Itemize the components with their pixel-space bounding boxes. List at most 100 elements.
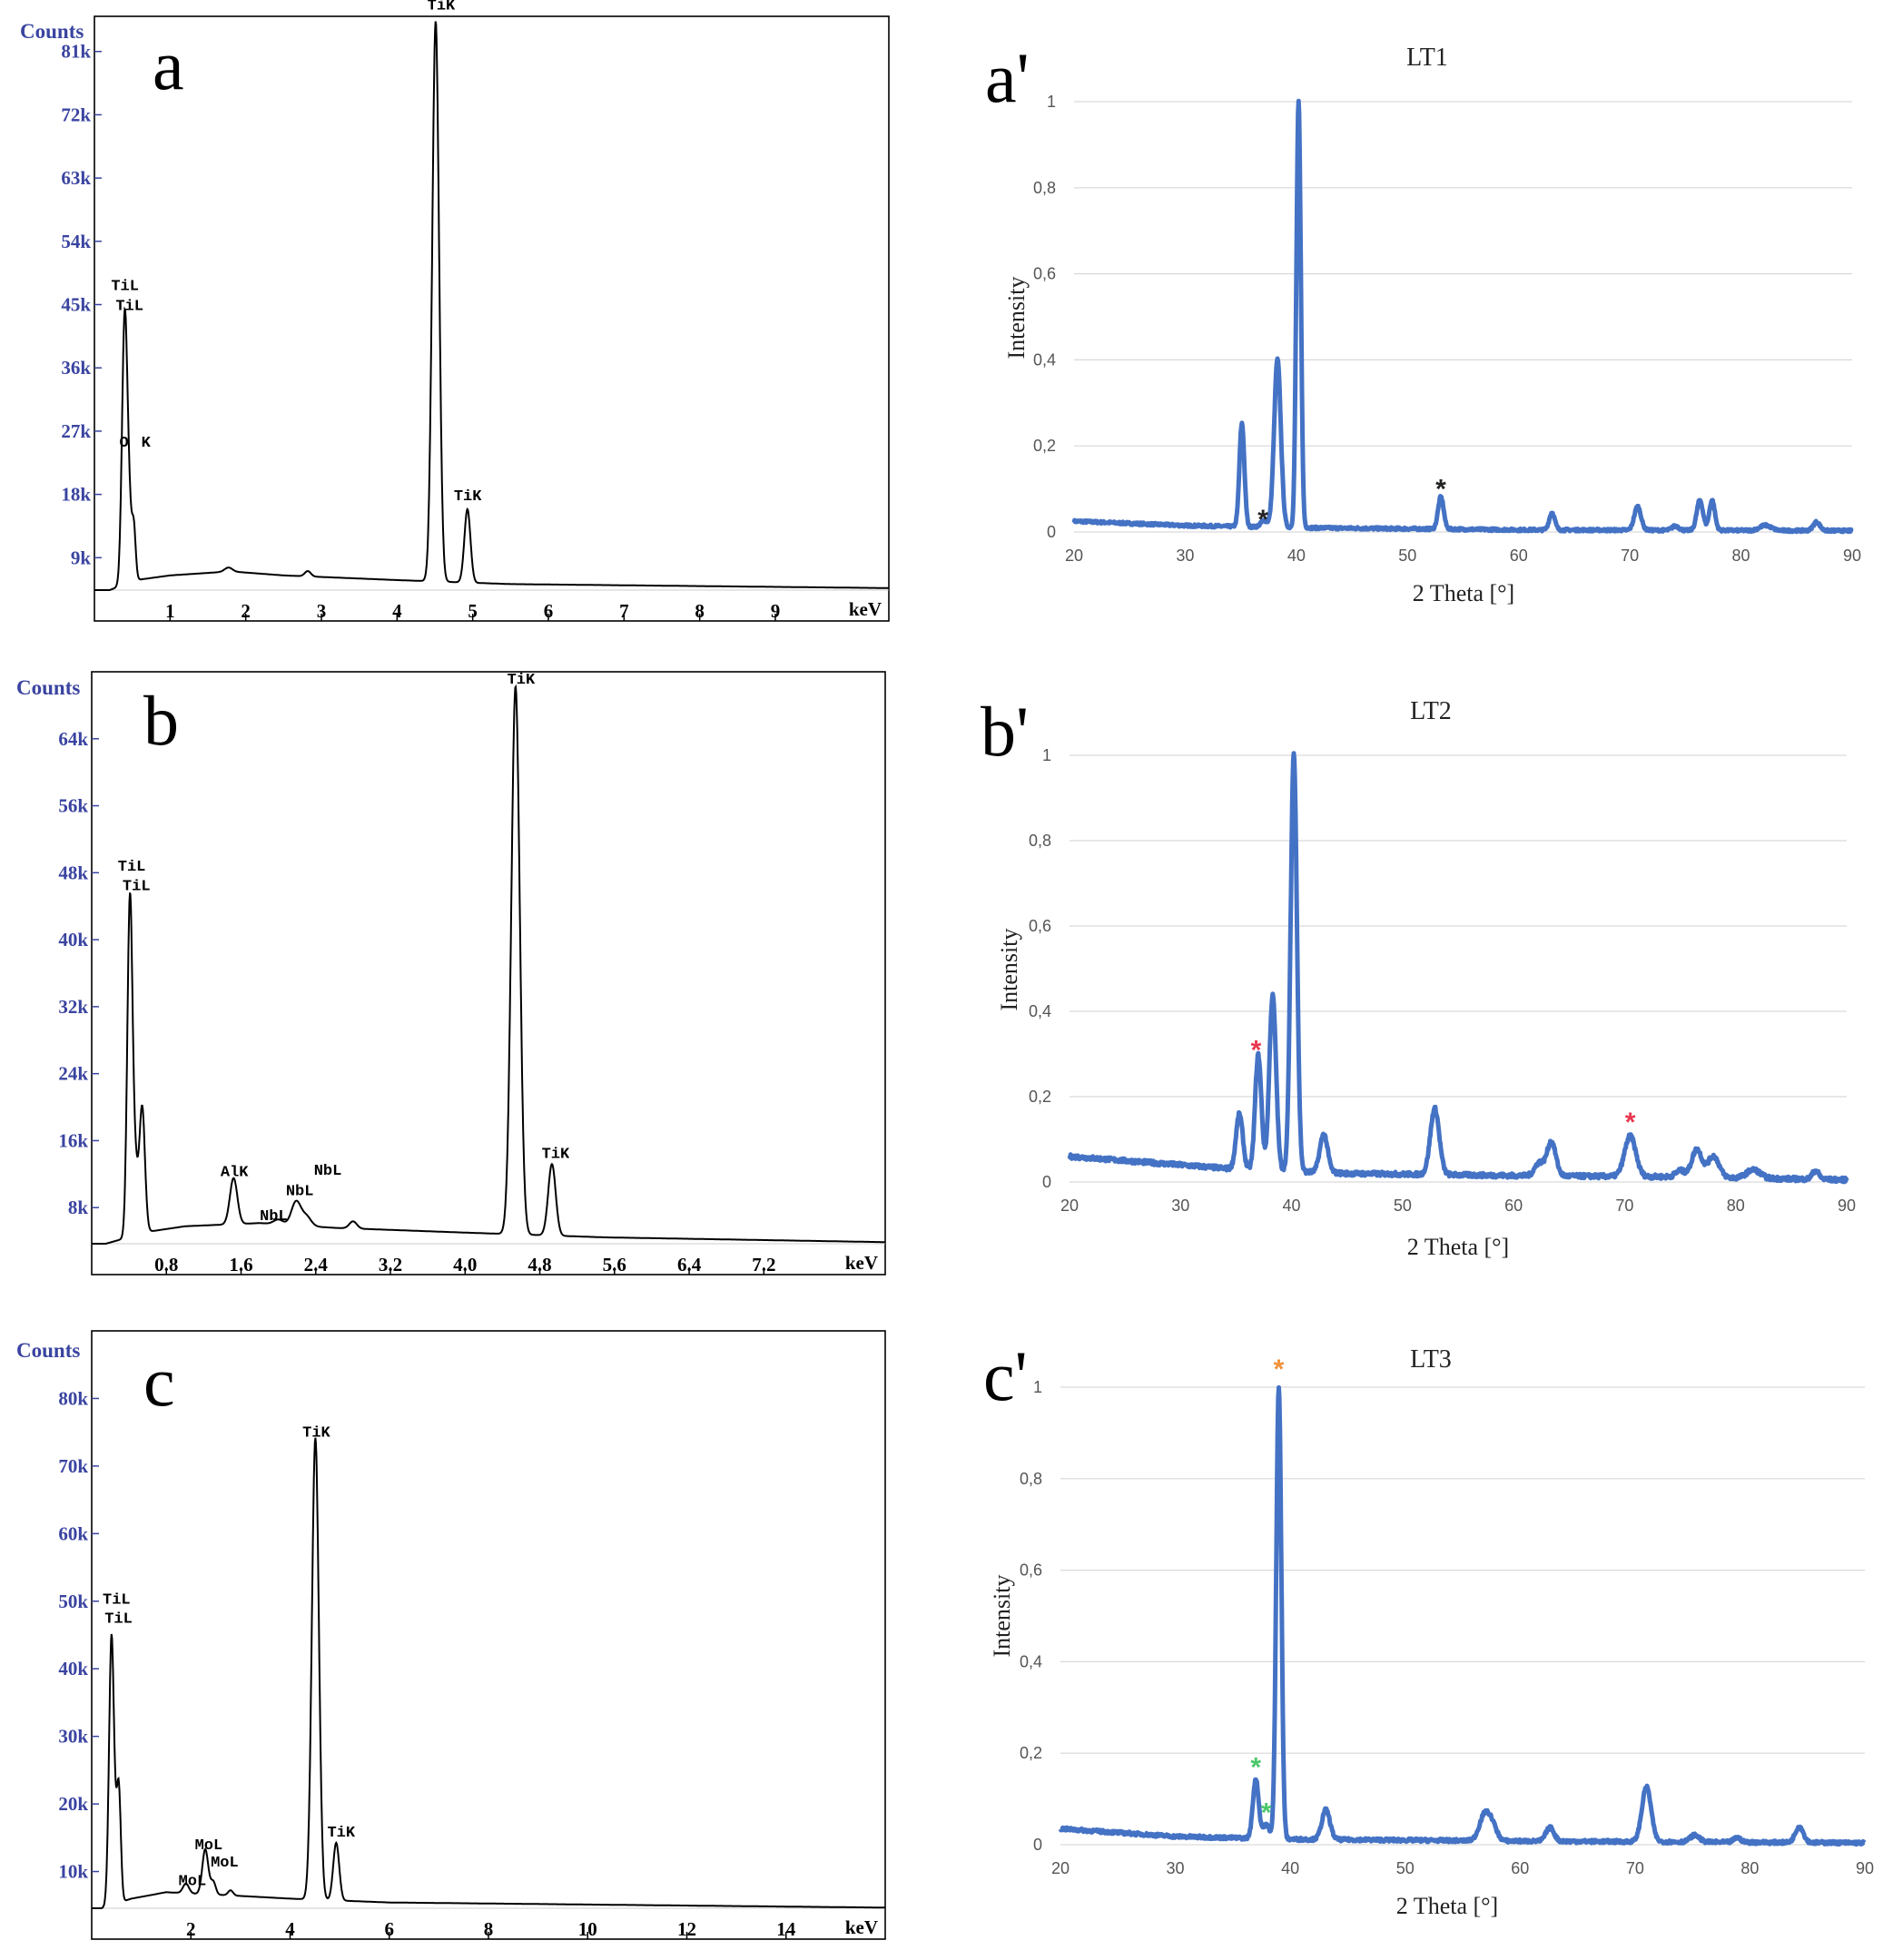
x-tick-label: 0.8 (154, 1254, 178, 1275)
spectrum-line (92, 1437, 885, 1909)
x-tick-label: 70 (1626, 1859, 1644, 1877)
xrd-pattern-line (1067, 751, 1849, 1185)
x-tick-label: 4 (392, 600, 402, 622)
y-tick-label: 0,8 (1033, 179, 1056, 197)
y-tick-label: 1 (1047, 93, 1056, 111)
peak-marker: * (1257, 505, 1268, 535)
y-tick-label: 20k (58, 1793, 88, 1815)
chart-title: LT2 (1410, 697, 1452, 725)
panel-letter: a (153, 25, 184, 104)
y-tick-label: 0,2 (1020, 1744, 1042, 1762)
peak-label: TiL (104, 1611, 133, 1629)
y-tick-label: 0,8 (1029, 832, 1051, 850)
y-tick-label: 0,4 (1033, 350, 1056, 369)
peak-label: NbL (260, 1208, 288, 1226)
x-tick-label: 20 (1060, 1197, 1079, 1215)
x-tick-label: 6.4 (677, 1254, 702, 1275)
peak-marker: * (1251, 1035, 1262, 1065)
y-tick-label: 8k (68, 1197, 89, 1218)
peak-marker: * (1625, 1108, 1636, 1138)
peak-label: O (120, 435, 129, 452)
chart-title: LT1 (1406, 44, 1448, 72)
x-tick-label: 90 (1838, 1197, 1856, 1215)
x-tick-label: 50 (1394, 1197, 1412, 1215)
x-axis-title: 2 Theta [°] (1413, 580, 1514, 606)
x-tick-label: 6 (385, 1918, 395, 1940)
peak-label: TiL (115, 298, 143, 315)
y-tick-label: 9k (71, 547, 92, 568)
peak-label: MoL (211, 1855, 239, 1872)
x-tick-label: 90 (1843, 547, 1861, 565)
x-tick-label: 60 (1510, 547, 1528, 565)
y-tick-label: 0 (1033, 1836, 1042, 1854)
x-axis-title: 2 Theta [°] (1407, 1234, 1509, 1260)
peak-label: TiL (111, 278, 139, 295)
peak-label: TiL (103, 1591, 131, 1609)
x-tick-label: 80 (1727, 1197, 1745, 1215)
panel-letter: b' (981, 692, 1029, 771)
peak-label: TiK (542, 1147, 570, 1164)
x-axis-unit: keV (845, 1916, 878, 1938)
x-tick-label: 60 (1511, 1859, 1529, 1877)
y-tick-label: 60k (58, 1522, 88, 1544)
y-tick-label: 40k (58, 1658, 88, 1679)
y-tick-label: 10k (58, 1861, 88, 1883)
x-tick-label: 5.6 (603, 1254, 626, 1275)
x-tick-label: 80 (1740, 1859, 1759, 1877)
y-tick-label: 50k (58, 1591, 88, 1612)
y-tick-label: 24k (58, 1063, 88, 1085)
x-tick-label: 30 (1171, 1197, 1189, 1215)
x-tick-label: 3 (317, 600, 327, 622)
peak-label: K (142, 435, 152, 452)
eds-panel-c: Counts c 10k 20k 30k 40k 50k 60k 70k 80k 2 4 6 8 10 12 1… (16, 1330, 886, 1940)
y-tick-label: 0 (1047, 523, 1056, 541)
peak-label: TiL (118, 859, 146, 876)
y-axis-label: Counts (16, 676, 80, 699)
panel-letter: a' (985, 38, 1030, 117)
peak-marker: * (1261, 1798, 1272, 1828)
x-tick-label: 7 (619, 600, 629, 622)
x-tick-label: 12 (677, 1918, 696, 1940)
peak-label: TiK (302, 1425, 330, 1443)
peak-label: TiK (454, 488, 482, 506)
y-tick-label: 0,6 (1029, 917, 1051, 935)
x-tick-label: 50 (1396, 1859, 1415, 1877)
x-tick-label: 8 (695, 600, 705, 622)
x-tick-label: 2 (186, 1918, 196, 1940)
panel-letter: c (143, 1342, 175, 1421)
y-tick-label: 45k (61, 294, 91, 316)
x-tick-label: 4.0 (453, 1254, 477, 1275)
eds-panel-a: Counts a 9k 18k 27k 36k 45k 54k 63k 72k 81k 1 2 3 4 5 6 7… (20, 0, 890, 622)
peak-label: TiK (327, 1825, 355, 1842)
y-tick-label: 27k (61, 420, 91, 442)
peak-label: MoL (195, 1837, 223, 1855)
y-tick-label: 70k (58, 1455, 88, 1477)
y-axis-title: Intensity (989, 1575, 1015, 1658)
y-tick-label: 64k (58, 728, 88, 750)
xrd-panel-lt1: a' LT1 0 0,2 0,4 0,6 0,8 1 20 30 40 50 60 70 80 90 2 The… (985, 38, 1861, 606)
y-tick-label: 80k (58, 1387, 88, 1409)
y-axis-label: Counts (20, 20, 84, 43)
plot-frame (94, 15, 890, 622)
eds-panel-b: Counts b 8k 16k 24k 32k 40k 48k 56k 64k 0.8 1.6 2.4 3… (16, 671, 886, 1275)
y-tick-label: 0,2 (1029, 1088, 1051, 1106)
y-tick-label: 72k (61, 103, 91, 125)
x-tick-label: 20 (1065, 547, 1083, 565)
y-tick-label: 0,6 (1020, 1561, 1042, 1580)
x-tick-label: 9 (771, 600, 781, 622)
peak-label: NbL (314, 1163, 342, 1180)
y-tick-label: 40k (58, 929, 88, 950)
x-tick-label: 50 (1398, 547, 1416, 565)
spectrum-line (92, 684, 886, 1245)
peak-label: NbL (286, 1184, 314, 1201)
panel-letter: b (143, 681, 179, 760)
x-tick-label: 40 (1281, 1859, 1299, 1877)
x-tick-label: 8 (484, 1918, 494, 1940)
y-tick-label: 0,4 (1020, 1652, 1042, 1670)
x-tick-label: 1.6 (229, 1254, 252, 1275)
x-tick-label: 5 (468, 600, 478, 622)
peak-marker: * (1274, 1354, 1285, 1384)
y-tick-label: 56k (58, 795, 88, 817)
y-tick-label: 36k (61, 357, 91, 379)
